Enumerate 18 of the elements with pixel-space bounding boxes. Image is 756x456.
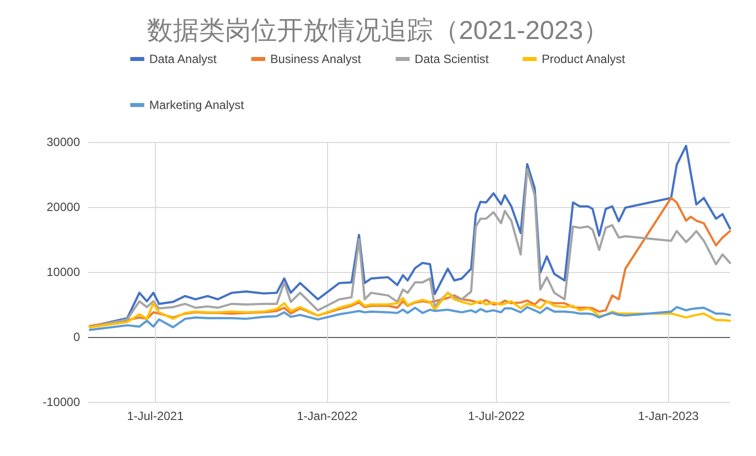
x-tick-label: 1-Jul-2022 [468,409,526,423]
y-tick-label: 20000 [46,200,80,214]
line-series [88,196,732,328]
y-tick-label: 10000 [46,265,80,279]
y-tick-label: 30000 [46,135,80,149]
x-tick-label: 1-Jan-2022 [296,409,358,423]
legend-label: Marketing Analyst [149,98,245,112]
chart-title: 数据类岗位开放情况追踪（2021-2023） [146,15,610,45]
legend-label: Product Analyst [542,52,626,66]
y-tick-label: 0 [73,330,80,344]
legend-label: Data Analyst [149,52,218,66]
line-series [88,306,732,331]
legend-label: Business Analyst [270,52,362,66]
y-tick-label: -10000 [42,395,80,409]
legend-label: Data Scientist [414,52,490,66]
line-series [88,292,732,328]
x-tick-label: 1-Jul-2021 [126,409,184,423]
x-tick-label: 1-Jan-2023 [638,409,699,423]
